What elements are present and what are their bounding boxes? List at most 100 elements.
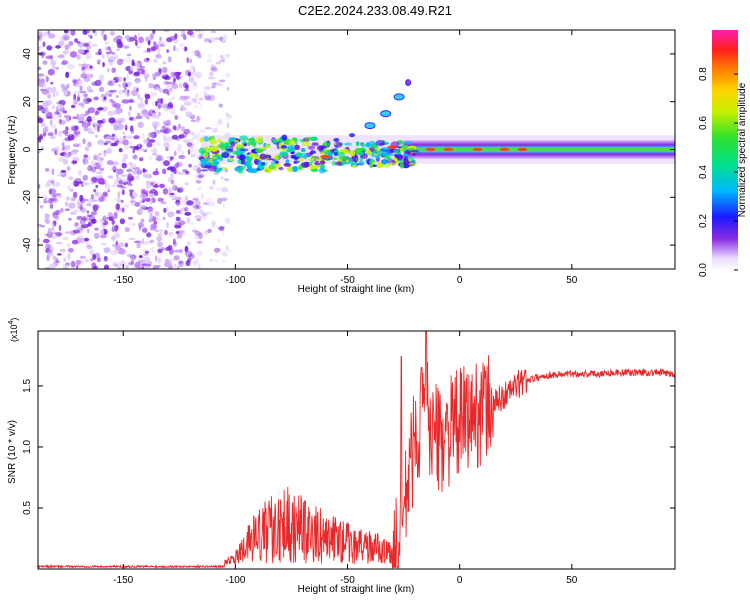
noise-blob — [153, 43, 159, 50]
noise-blob — [220, 57, 226, 62]
noise-blob — [124, 227, 130, 233]
noise-blob — [196, 115, 201, 121]
noise-blob — [139, 204, 147, 210]
noise-blob — [118, 137, 124, 141]
noise-blob — [225, 72, 230, 78]
noise-blob — [197, 187, 203, 191]
band-blob — [357, 151, 364, 156]
noise-blob — [147, 208, 154, 215]
band-blob — [292, 165, 299, 173]
noise-blob — [38, 149, 42, 154]
noise-blob — [43, 31, 48, 37]
noise-blob — [178, 134, 185, 139]
band-blob — [253, 158, 260, 165]
noise-blob — [104, 41, 110, 46]
noise-blob — [219, 36, 224, 42]
band-blob — [272, 139, 276, 143]
noise-blob — [117, 123, 124, 131]
noise-blob — [80, 220, 86, 225]
noise-blob — [140, 189, 149, 195]
band-blob — [393, 149, 400, 154]
noise-blob — [154, 229, 159, 233]
noise-blob — [87, 107, 96, 114]
noise-blob — [113, 135, 118, 142]
noise-blob — [114, 54, 119, 60]
noise-blob — [85, 63, 91, 67]
noise-blob — [42, 193, 48, 198]
noise-blob — [211, 220, 216, 227]
noise-blob — [149, 198, 153, 206]
noise-blob — [82, 138, 86, 145]
noise-blob — [172, 125, 177, 130]
noise-blob — [158, 103, 161, 109]
band-blob — [410, 150, 420, 153]
noise-blob — [174, 224, 182, 229]
noise-blob — [68, 217, 72, 221]
noise-blob — [89, 163, 97, 168]
noise-blob — [81, 66, 86, 71]
noise-blob — [116, 48, 120, 52]
noise-blob — [49, 245, 55, 252]
noise-blob — [183, 101, 192, 106]
band-blob — [229, 155, 235, 159]
noise-blob — [38, 115, 42, 122]
noise-blob — [62, 145, 65, 151]
noise-blob — [175, 216, 181, 222]
noise-blob — [38, 182, 41, 189]
noise-blob — [175, 202, 182, 207]
noise-blob — [170, 180, 175, 184]
noise-blob — [68, 247, 74, 253]
noise-blob — [126, 180, 132, 184]
noise-blob — [96, 175, 104, 179]
noise-blob — [198, 263, 201, 269]
noise-blob — [214, 259, 219, 263]
noise-blob — [152, 30, 156, 35]
noise-blob — [87, 41, 92, 44]
noise-blob — [190, 64, 194, 69]
noise-blob — [87, 165, 93, 172]
noise-blob — [198, 97, 204, 101]
noise-blob — [151, 121, 159, 128]
noise-blob — [189, 58, 193, 64]
noise-blob — [112, 80, 115, 85]
noise-blob — [210, 64, 216, 71]
noise-blob — [196, 218, 201, 222]
noise-blob — [63, 263, 69, 269]
band-blob — [288, 139, 296, 146]
noise-blob — [58, 130, 62, 138]
noise-blob — [134, 240, 142, 244]
noise-blob — [136, 242, 141, 249]
x-tick-label: -100 — [225, 275, 245, 286]
noise-blob — [76, 96, 81, 102]
noise-blob — [58, 40, 65, 47]
noise-blob — [163, 142, 170, 149]
noise-blob — [56, 109, 60, 116]
noise-blob — [176, 162, 180, 168]
band-blob — [205, 162, 213, 166]
noise-blob — [190, 119, 197, 123]
noise-blob — [156, 141, 161, 147]
noise-blob — [47, 68, 55, 76]
noise-blob — [86, 203, 92, 207]
noise-blob — [93, 96, 99, 101]
noise-blob — [137, 103, 146, 109]
noise-blob — [99, 197, 106, 202]
band-blob — [293, 160, 300, 164]
noise-blob — [128, 262, 135, 266]
noise-blob — [103, 255, 108, 262]
noise-blob — [160, 201, 167, 205]
noise-blob — [83, 126, 87, 132]
band-blob — [327, 151, 333, 158]
noise-blob — [116, 76, 123, 82]
noise-blob — [165, 81, 173, 85]
noise-blob — [146, 182, 151, 190]
noise-blob — [168, 187, 172, 194]
noise-blob — [114, 72, 118, 80]
x-tick-label: -50 — [340, 275, 355, 286]
noise-blob — [107, 175, 114, 179]
noise-blob — [173, 149, 177, 154]
noise-blob — [51, 168, 55, 176]
noise-blob — [59, 248, 66, 253]
noise-blob — [90, 194, 95, 200]
noise-blob — [75, 79, 83, 86]
